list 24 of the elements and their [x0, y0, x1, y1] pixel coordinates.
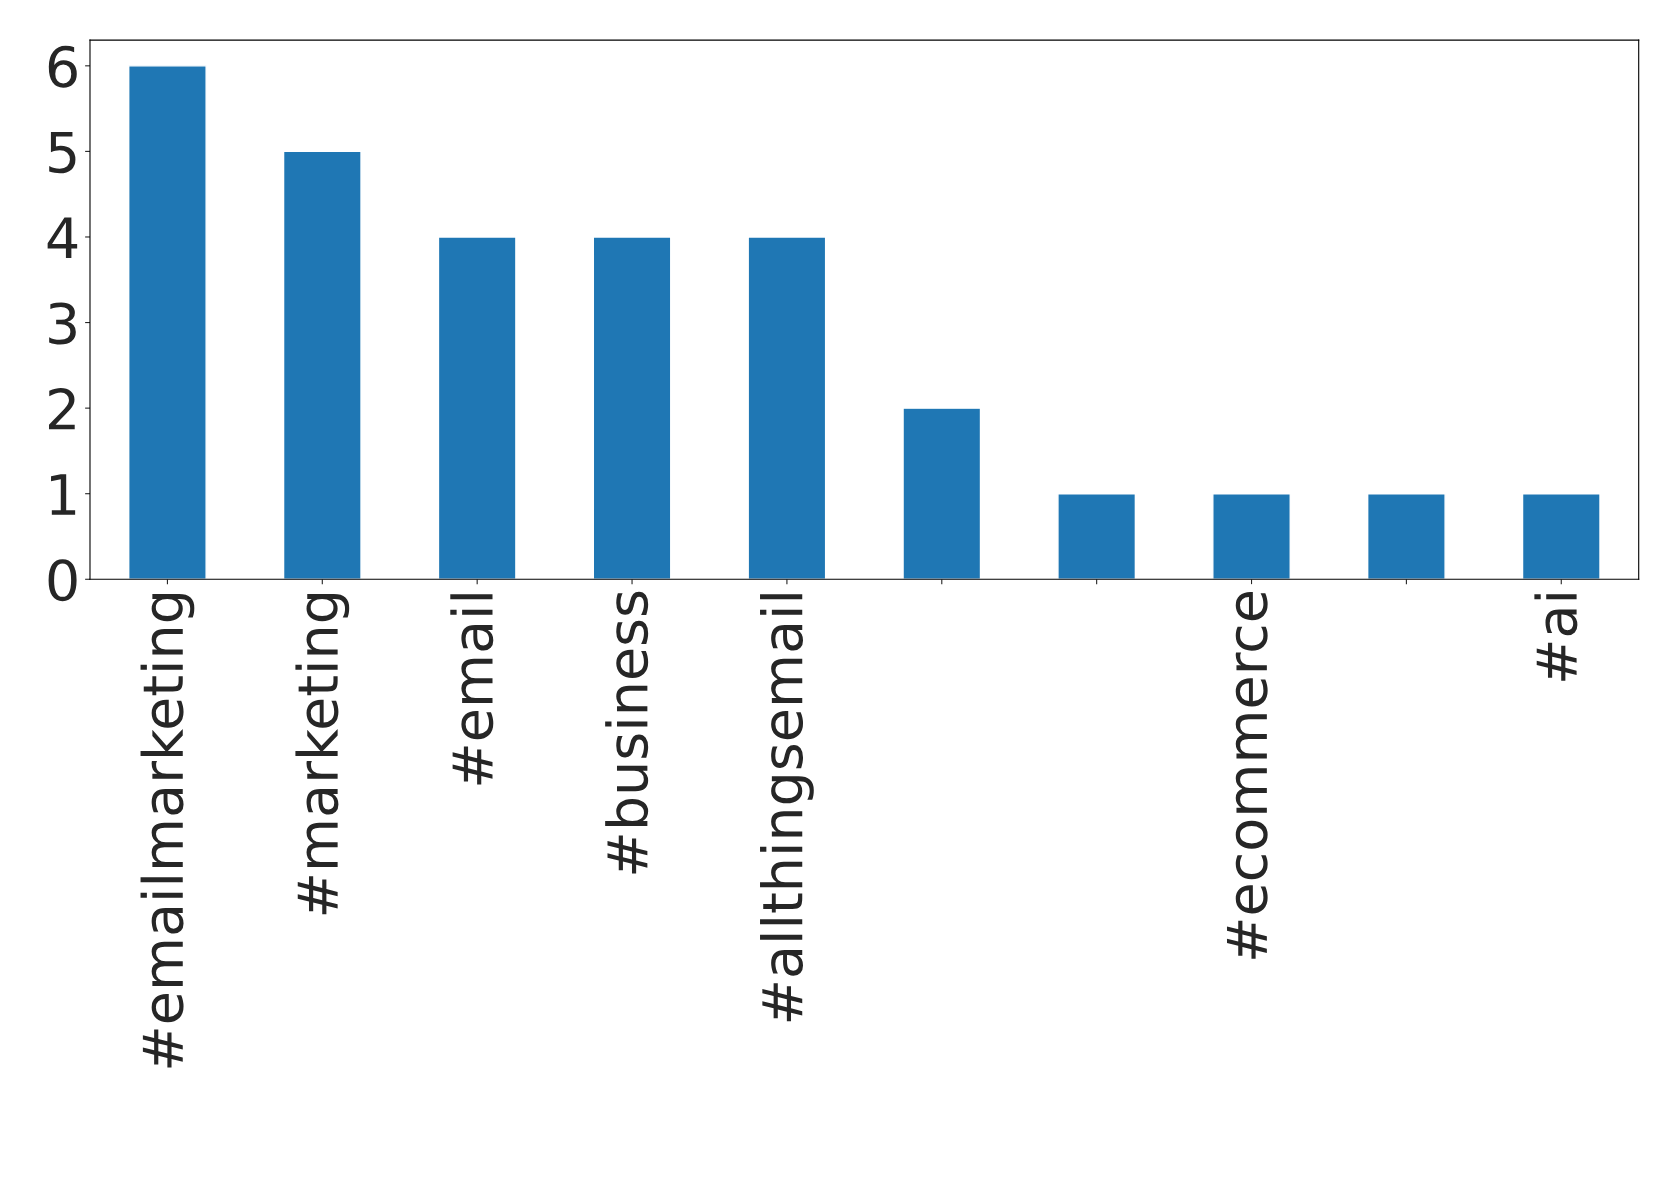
- x-tick-label: #emailmarketing: [140, 594, 195, 1068]
- y-tick-label: 0: [48, 559, 77, 602]
- x-tick-label: #business: [605, 591, 649, 874]
- x-tick-label: #ecommerce: [1226, 591, 1268, 959]
- bar: [1212, 493, 1291, 580]
- y-tick-label: 2: [49, 388, 75, 430]
- y-tick-label: 3: [49, 302, 76, 345]
- x-tick-label: #allthingsemail: [760, 594, 814, 1022]
- bar: [1521, 493, 1601, 580]
- bar: [902, 407, 982, 580]
- bar: [282, 150, 362, 580]
- bar: [1057, 493, 1137, 580]
- x-tick-label: #ai: [1534, 594, 1578, 681]
- y-tick-label: 6: [48, 45, 77, 88]
- y-tick-label: 1: [51, 474, 76, 515]
- bar: [1366, 493, 1446, 580]
- y-tick-label: 4: [47, 217, 78, 259]
- x-tick-label: #marketing: [295, 594, 350, 915]
- bar: [128, 65, 207, 580]
- y-tick-label: 5: [49, 132, 76, 174]
- bar: [747, 236, 827, 580]
- x-tick-label: #email: [450, 594, 494, 785]
- bar: [437, 236, 517, 580]
- bar: [592, 236, 672, 580]
